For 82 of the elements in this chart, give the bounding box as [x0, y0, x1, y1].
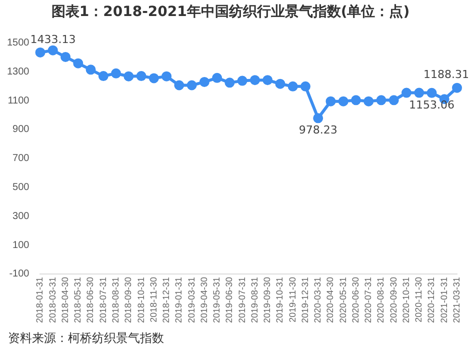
x-tick-label: 2018-01-31 [34, 276, 45, 324]
x-tick-label: 2018-09-30 [123, 276, 134, 324]
x-tick-label: 2018-12-31 [161, 276, 172, 324]
x-tick-label: 2019-06-30 [224, 276, 234, 324]
point [250, 75, 260, 86]
y-tick-label: 1100 [8, 95, 30, 106]
point [300, 81, 310, 92]
x-tick-label: 2020-11-30 [414, 276, 424, 322]
x-tick-label: 2020-06-30 [350, 276, 360, 324]
point [212, 72, 222, 83]
x-tick-label: 2018-04-30 [60, 276, 70, 324]
point [199, 76, 210, 87]
point [414, 88, 424, 98]
y-tick-label: 1300 [6, 66, 30, 78]
y-tick-label: 300 [12, 210, 30, 222]
x-tick-label: 2020-05-31 [338, 276, 348, 324]
point [262, 75, 273, 86]
x-tick-label: 2019-01-31 [174, 276, 184, 324]
y-tick-label: 100 [12, 240, 30, 251]
point [275, 78, 286, 89]
point [350, 95, 361, 106]
point [237, 76, 248, 86]
x-tick-label: 2019-09-30 [262, 276, 272, 324]
chart-title: 图表1：2018-2021年中国纺织行业景气指数(单位：点) [51, 3, 410, 20]
y-tick-label: 900 [12, 124, 30, 136]
x-tick-label: 2021-01-31 [438, 276, 449, 324]
point [224, 78, 235, 88]
x-tick-label: 2019-04-30 [198, 276, 209, 324]
x-tick-label: 2020-03-31 [312, 276, 323, 324]
x-tick-label: 2019-11-30 [287, 276, 298, 322]
y-tick-label: -100 [9, 268, 30, 280]
x-tick-label: 2018-11-30 [148, 276, 158, 322]
point [136, 71, 146, 82]
x-tick-label: 2018-03-31 [47, 276, 58, 324]
point [162, 71, 172, 82]
point [313, 113, 324, 124]
point [288, 81, 298, 92]
point [426, 88, 437, 98]
data-label: 1433.13 [30, 32, 76, 46]
x-tick-label: 2019-10-31 [274, 276, 285, 324]
y-tick-label: 700 [12, 153, 30, 164]
point [364, 96, 374, 106]
data-label: 1188.31 [424, 68, 470, 82]
point [186, 80, 197, 90]
y-tick-label: 1500 [6, 38, 30, 49]
data-label: 978.23 [298, 124, 338, 137]
point [174, 80, 184, 90]
point [98, 71, 108, 82]
x-tick-label: 2018-07-31 [98, 276, 108, 324]
point [338, 96, 348, 106]
x-tick-label: 2019-08-31 [249, 276, 260, 324]
x-tick-label: 2019-05-31 [212, 276, 222, 324]
x-tick-label: 2020-12-31 [426, 276, 436, 324]
point [35, 47, 46, 58]
point [86, 64, 96, 75]
point [124, 71, 134, 82]
x-tick-label: 2020-09-30 [388, 276, 398, 324]
point [326, 96, 336, 106]
x-tick-label: 2019-07-31 [236, 276, 247, 324]
point [48, 45, 58, 56]
x-tick-label: 2018-10-31 [136, 276, 146, 324]
x-tick-label: 2018-08-31 [110, 276, 121, 324]
data-label: 1153.06 [408, 98, 454, 112]
point [60, 52, 71, 62]
point [376, 95, 386, 106]
point [73, 58, 84, 68]
x-tick-label: 2019-12-31 [300, 276, 310, 324]
point [452, 82, 462, 93]
y-tick-label: 500 [12, 182, 30, 194]
point [388, 95, 399, 106]
text: 资料来源：柯桥纺织景气指数 [8, 330, 164, 347]
x-tick-label: 2018-05-31 [72, 276, 83, 324]
x-tick-label: 2021-03-31 [451, 276, 462, 324]
x-tick-label: 2020-08-31 [376, 276, 386, 324]
point [111, 68, 122, 78]
point [148, 73, 159, 84]
x-tick-label: 2018-06-30 [85, 276, 96, 324]
point [401, 88, 412, 98]
x-tick-label: 2020-07-31 [363, 276, 374, 324]
x-tick-label: 2019-03-31 [186, 276, 196, 324]
x-tick-label: 2020-04-30 [325, 276, 336, 324]
x-tick-label: 2020-10-31 [400, 276, 411, 324]
